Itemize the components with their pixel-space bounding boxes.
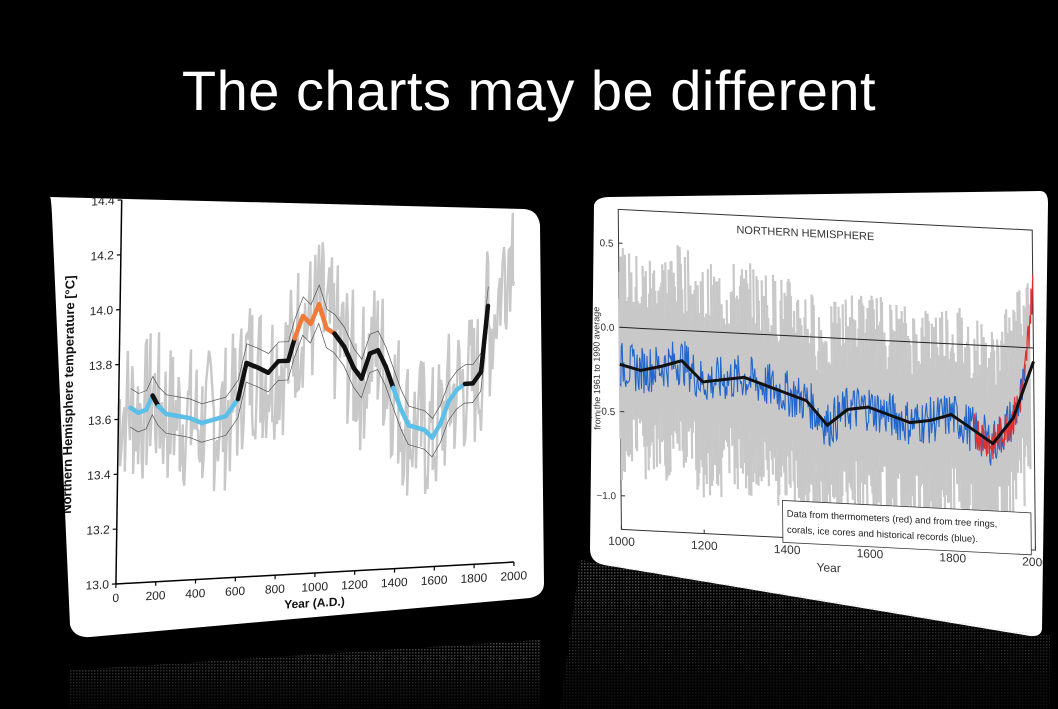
left-x-tick-label: 800	[265, 582, 286, 597]
right-card-reflection	[560, 560, 1050, 709]
left-y-tick-label: 13.8	[89, 358, 113, 373]
left-mean-segment	[375, 348, 388, 369]
right-y-axis-label: Departures in temperature (°C)	[581, 306, 592, 430]
left-chart-card: 13.0 13.2 13.4 13.6 13.8 14.0 14.2 14.4 0 200 400 6…	[50, 193, 544, 638]
left-x-tick-label: 1400	[381, 575, 408, 590]
right-y-axis-label: from the 1961 to 1990 average	[591, 306, 602, 430]
right-x-tick-label: 2000	[1022, 554, 1049, 569]
right-annotation-box	[782, 500, 1032, 556]
left-mean-segment	[446, 387, 460, 404]
left-mean-segment	[391, 385, 404, 412]
left-y-axis	[115, 199, 123, 584]
left-y-tick-label: 13.6	[88, 413, 112, 428]
left-mean-segment	[223, 396, 241, 419]
right-y-tick-label: −0.5	[595, 406, 615, 418]
right-x-axis-label: Year	[817, 560, 841, 575]
left-x-axis-label: Year (A.D.)	[284, 594, 345, 611]
right-smoothed-line	[619, 359, 1035, 446]
right-y-tick-label: 0.5	[600, 238, 614, 250]
left-x-tick-label: 1200	[341, 577, 368, 592]
left-card-bg	[50, 197, 544, 638]
left-x-tick-label: 200	[145, 588, 166, 603]
left-card-reflection	[70, 640, 540, 709]
left-x-tick-label: 2000	[500, 568, 527, 583]
left-y-tick-label: 14.0	[90, 303, 114, 318]
right-x-tick-label: 1000	[608, 534, 635, 549]
right-x-tick-label: 1200	[691, 538, 718, 553]
left-mean-segment	[478, 303, 491, 375]
right-y-tick-label: 0.0	[600, 322, 614, 334]
left-x-tick-label: 1800	[460, 570, 487, 585]
left-x-tick-label: 400	[185, 586, 206, 601]
left-mean-segment	[359, 351, 373, 381]
left-mean-segment	[332, 331, 347, 349]
left-mean-segment	[438, 398, 451, 426]
left-mean-segment	[383, 364, 396, 391]
left-mean-segment	[265, 358, 281, 376]
left-mean-segment	[430, 421, 443, 440]
left-mean-segment	[235, 360, 249, 402]
left-mean-segment	[316, 301, 329, 331]
left-mean-segment	[398, 407, 411, 428]
left-mean-segment	[341, 344, 357, 371]
right-x-tick-label: 1400	[774, 542, 801, 557]
slide-title: The charts may be different	[181, 59, 877, 122]
left-y-tick-label: 14.2	[90, 248, 114, 263]
left-uncertainty-upper	[130, 283, 489, 420]
left-uncertainty-lower	[129, 322, 489, 458]
left-y-axis-label: Northern Hemisphere temperature [°C]	[59, 275, 78, 514]
left-x-tick-label: 600	[225, 584, 246, 599]
left-y-tick-label: 14.4	[91, 193, 115, 208]
left-x-tick-label: 1000	[301, 579, 328, 594]
left-y-tick-label: 13.0	[85, 577, 109, 592]
left-mean-segment	[470, 369, 484, 386]
right-proxy-line	[619, 341, 1026, 466]
right-x-tick-label: 1800	[939, 550, 966, 565]
left-x-tick-label: 0	[112, 591, 119, 605]
left-x-tick-label: 1600	[421, 573, 448, 588]
right-x-tick-label: 1600	[857, 546, 884, 561]
right-zero-line	[619, 326, 1034, 349]
left-y-tick-label: 13.2	[86, 522, 110, 537]
left-mean-segment	[286, 336, 297, 363]
left-y-tick-label: 13.4	[87, 468, 111, 483]
right-y-tick-label: −1.0	[596, 490, 616, 502]
left-mean-segment	[292, 313, 306, 341]
